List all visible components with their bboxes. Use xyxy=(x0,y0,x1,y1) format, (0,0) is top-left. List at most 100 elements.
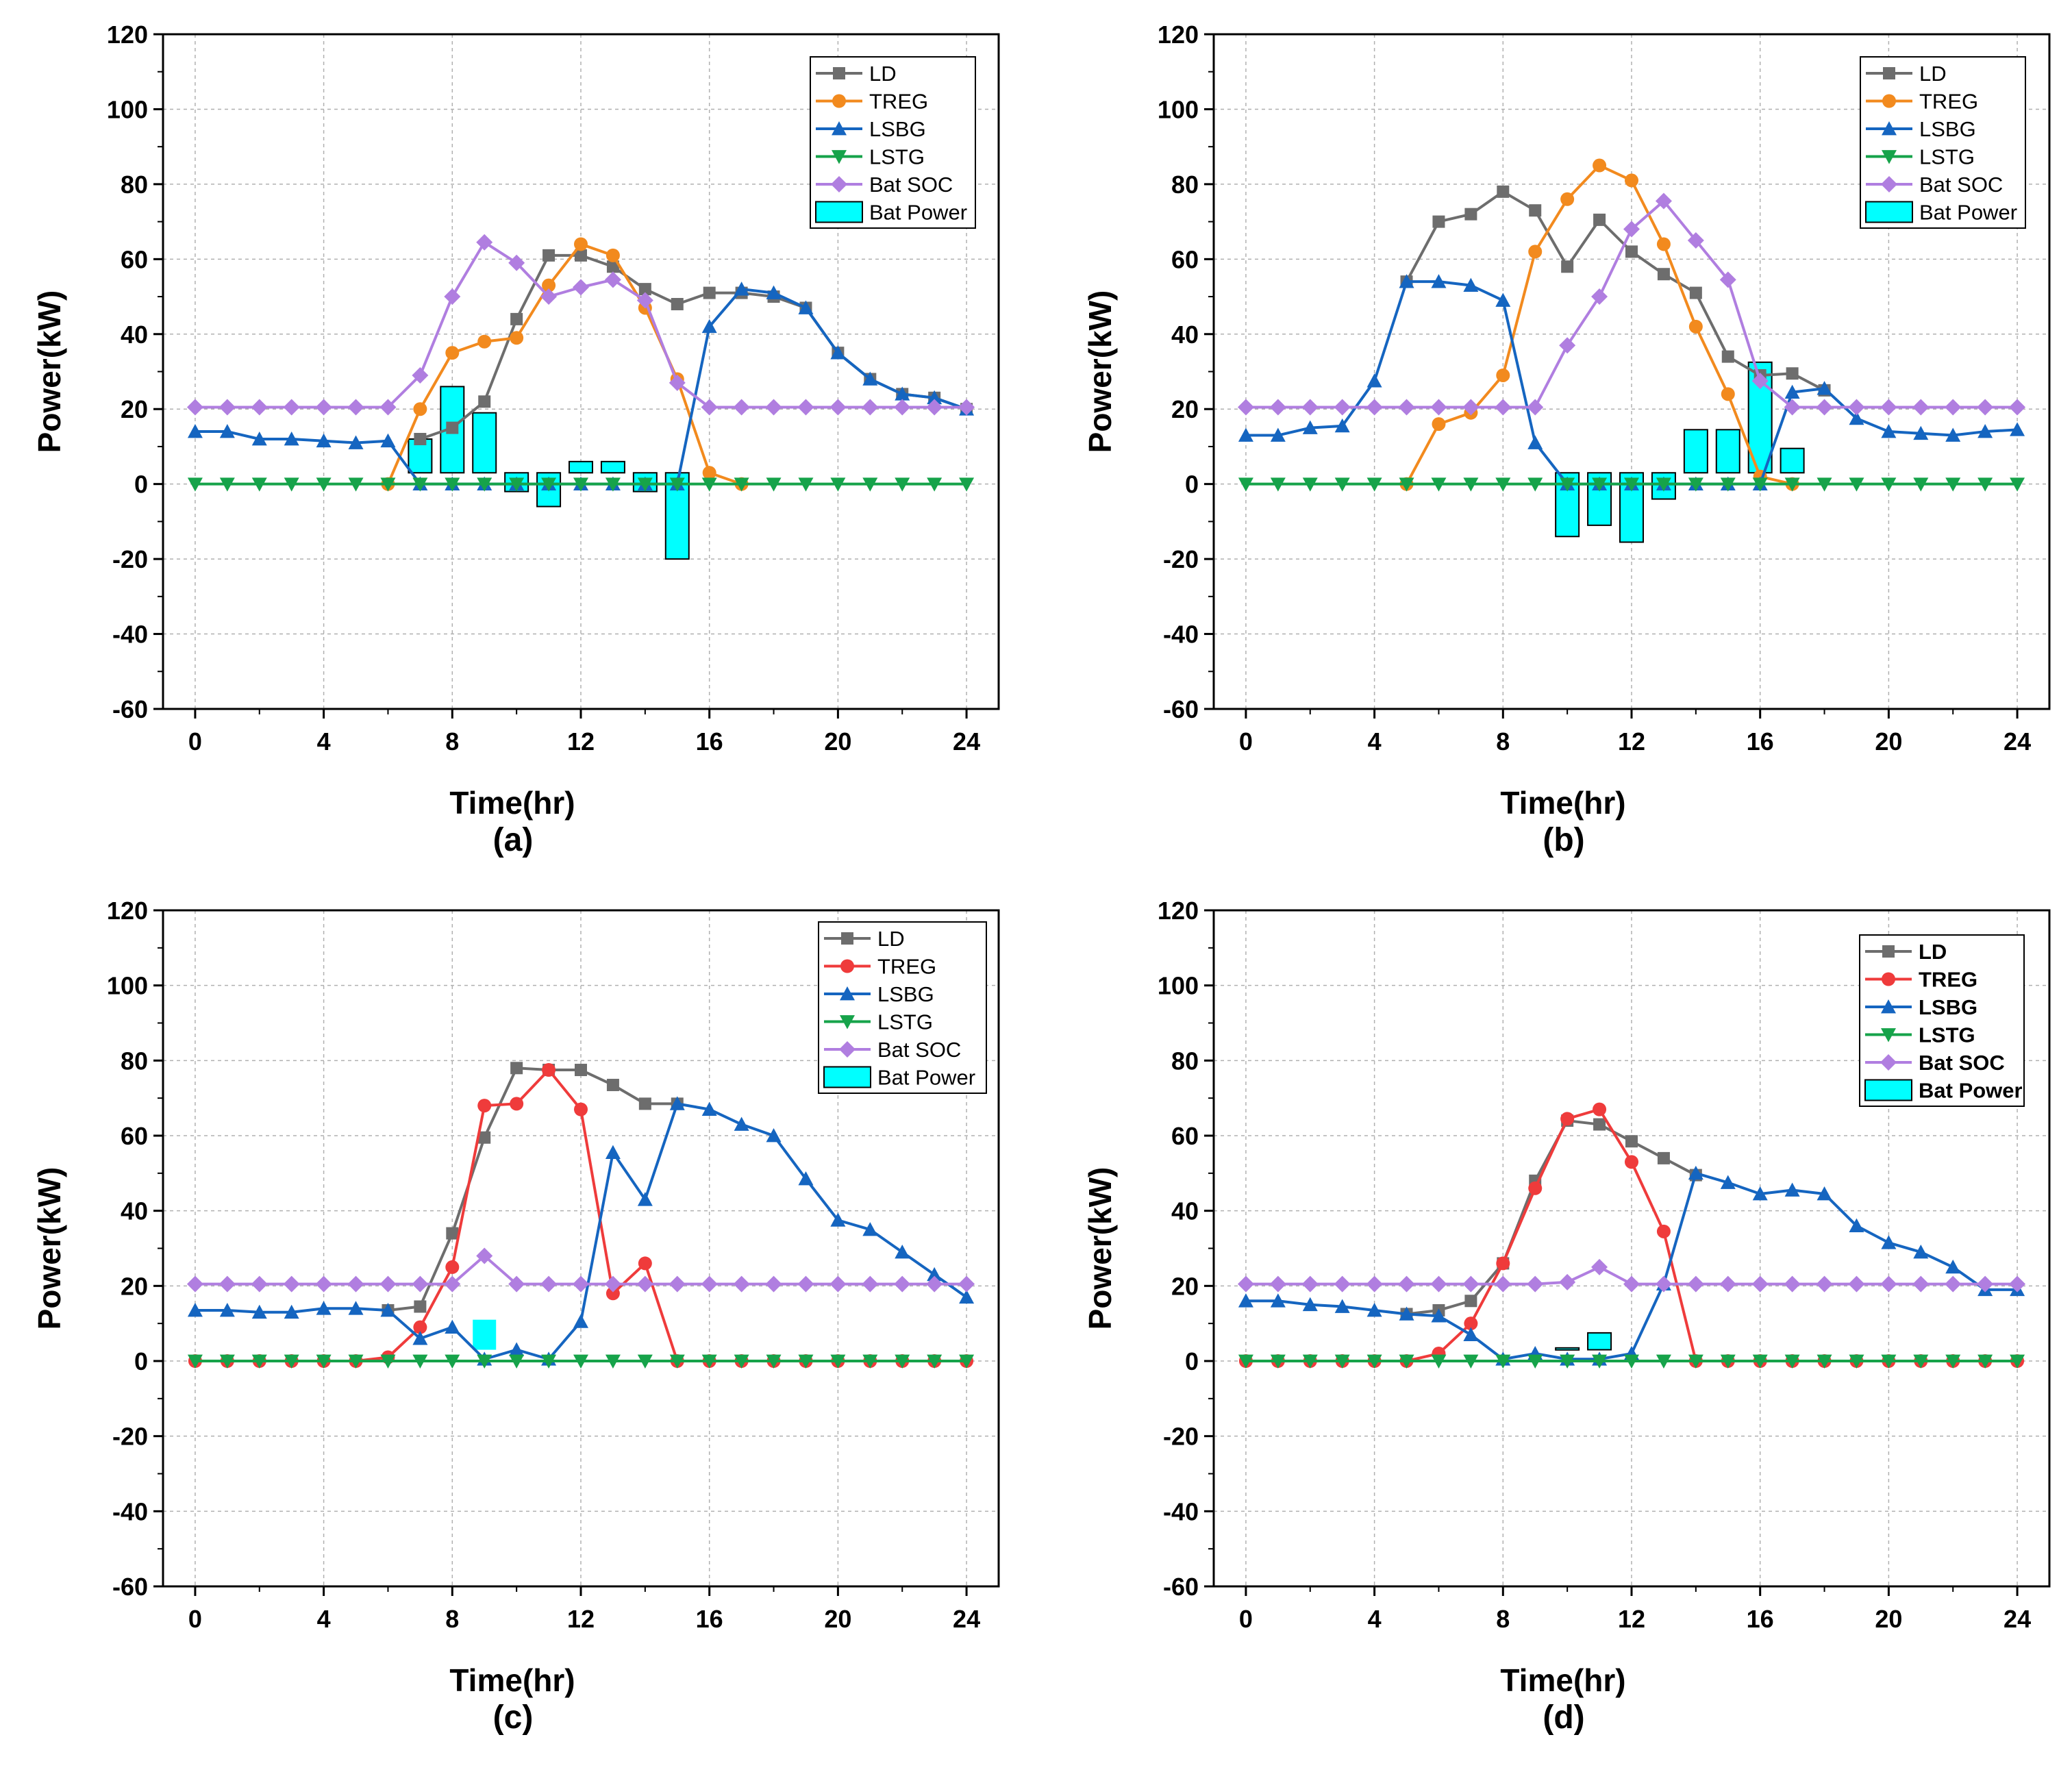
x-tick-label: 16 xyxy=(1747,727,1774,756)
series-line-treg xyxy=(386,242,742,486)
data-point-bat-soc xyxy=(829,399,847,416)
data-point-lstg xyxy=(1881,1354,1897,1369)
data-point-treg xyxy=(445,346,460,360)
data-point-ld xyxy=(1464,208,1477,221)
data-point-lstg xyxy=(1752,477,1768,492)
data-point-treg xyxy=(1625,1155,1638,1169)
data-point-lsbg xyxy=(1431,1308,1447,1323)
data-point-bat-soc xyxy=(219,1275,236,1293)
data-point-bat-soc xyxy=(476,234,493,251)
data-point-lsbg xyxy=(830,1212,846,1227)
y-tick-label: 0 xyxy=(134,1347,148,1375)
data-point-ld xyxy=(1529,204,1542,217)
data-point-lstg xyxy=(412,477,428,492)
data-point-lsbg xyxy=(1238,427,1253,442)
data-point-lstg xyxy=(2010,477,2025,492)
data-point-lstg xyxy=(1656,477,1671,492)
data-point-lsbg xyxy=(1913,425,1929,440)
data-point-bat-soc xyxy=(2009,1275,2026,1293)
data-point-bat-soc xyxy=(926,1275,943,1293)
y-tick-label: 100 xyxy=(1158,972,1199,1000)
data-point-bat-soc xyxy=(1495,399,1512,416)
x-tick-label: 12 xyxy=(1618,1605,1645,1633)
data-point-treg xyxy=(1496,1256,1510,1271)
x-tick-label: 0 xyxy=(1239,1605,1253,1633)
data-point-bat-soc xyxy=(1559,337,1576,354)
data-point-treg xyxy=(1464,1316,1478,1331)
data-point-lsbg xyxy=(348,1301,364,1315)
data-point-ld xyxy=(575,1064,587,1077)
legend-label-treg: TREG xyxy=(1919,968,1977,992)
data-point-bat-soc xyxy=(1398,1275,1415,1293)
data-point-lstg xyxy=(1270,1354,1286,1369)
bat-power-bar xyxy=(1555,1347,1580,1351)
data-point-lstg xyxy=(1624,1354,1639,1369)
y-tick-label: 0 xyxy=(1185,471,1199,499)
data-point-treg xyxy=(1721,387,1735,401)
data-point-ld xyxy=(446,1227,459,1240)
data-point-lstg xyxy=(477,1354,492,1369)
data-point-bat-soc xyxy=(315,399,332,416)
data-point-bat-soc xyxy=(1237,1275,1254,1293)
data-point-lstg xyxy=(959,1354,975,1369)
data-point-lstg xyxy=(1913,1354,1929,1369)
data-point-bat-soc xyxy=(1751,373,1769,390)
data-point-treg xyxy=(542,278,556,292)
legend-box xyxy=(1860,56,2026,229)
y-tick-label: -60 xyxy=(112,695,148,723)
data-point-bat-soc xyxy=(1977,399,1994,416)
legend-box xyxy=(810,56,976,229)
data-point-lstg xyxy=(1592,1354,1608,1369)
data-point-bat-soc xyxy=(1334,1275,1351,1293)
data-point-ld xyxy=(510,312,523,325)
data-point-treg xyxy=(574,237,588,251)
data-point-treg xyxy=(477,1099,492,1113)
data-point-bat-soc xyxy=(508,1275,525,1293)
data-point-ld xyxy=(638,1097,651,1110)
y-tick-label: 20 xyxy=(121,1272,148,1300)
data-point-lsbg xyxy=(734,1116,749,1131)
data-point-lsbg xyxy=(1334,1299,1350,1313)
data-point-lsbg xyxy=(1270,427,1286,442)
legend-marker-lsbg xyxy=(1881,999,1896,1014)
data-point-lstg xyxy=(1849,1354,1864,1369)
data-point-lstg xyxy=(1688,1354,1703,1369)
x-axis-title: Time(hr) xyxy=(1500,785,1625,821)
data-point-bat-soc xyxy=(1784,399,1801,416)
data-point-treg xyxy=(1560,1112,1575,1126)
data-point-bat-soc xyxy=(862,399,879,416)
data-point-lsbg xyxy=(251,432,267,446)
data-point-lsbg xyxy=(1366,373,1382,388)
data-point-lstg xyxy=(927,1354,943,1369)
data-point-lstg xyxy=(862,1354,878,1369)
data-point-lstg xyxy=(1945,1354,1961,1369)
data-point-lsbg xyxy=(927,1266,943,1282)
data-point-ld xyxy=(1432,215,1445,228)
data-point-bat-soc xyxy=(540,1275,558,1293)
data-point-ld xyxy=(638,283,651,296)
data-point-lstg xyxy=(284,1354,299,1369)
x-tick-label: 8 xyxy=(445,727,459,756)
data-point-bat-soc xyxy=(1301,1275,1319,1293)
legend-swatch-bat-power xyxy=(815,201,863,223)
y-tick-label: 20 xyxy=(1171,1272,1199,1300)
legend-label-ld: LD xyxy=(1919,940,1947,964)
data-point-ld xyxy=(1593,1118,1606,1131)
data-point-lsbg xyxy=(637,1192,653,1206)
data-point-lstg xyxy=(348,1354,364,1369)
data-point-lstg xyxy=(1688,477,1703,492)
y-tick-label: 60 xyxy=(121,1122,148,1150)
data-point-treg xyxy=(1432,417,1446,432)
data-point-lstg xyxy=(1495,1354,1511,1369)
data-point-lsbg xyxy=(959,1289,975,1304)
data-point-lsbg xyxy=(316,433,332,448)
data-point-bat-soc xyxy=(1591,1258,1608,1275)
legend: LD TREG LSBG LSTG Bat SOC Bat Power xyxy=(818,921,987,1094)
data-point-lsbg xyxy=(766,1128,782,1143)
bat-power-bar xyxy=(1780,447,1805,474)
data-point-bat-soc xyxy=(1269,1275,1286,1293)
panel-label: (d) xyxy=(1543,1699,1584,1736)
data-point-bat-soc xyxy=(894,1275,911,1293)
y-tick-label: -20 xyxy=(112,545,148,573)
data-point-bat-soc xyxy=(573,1275,589,1293)
